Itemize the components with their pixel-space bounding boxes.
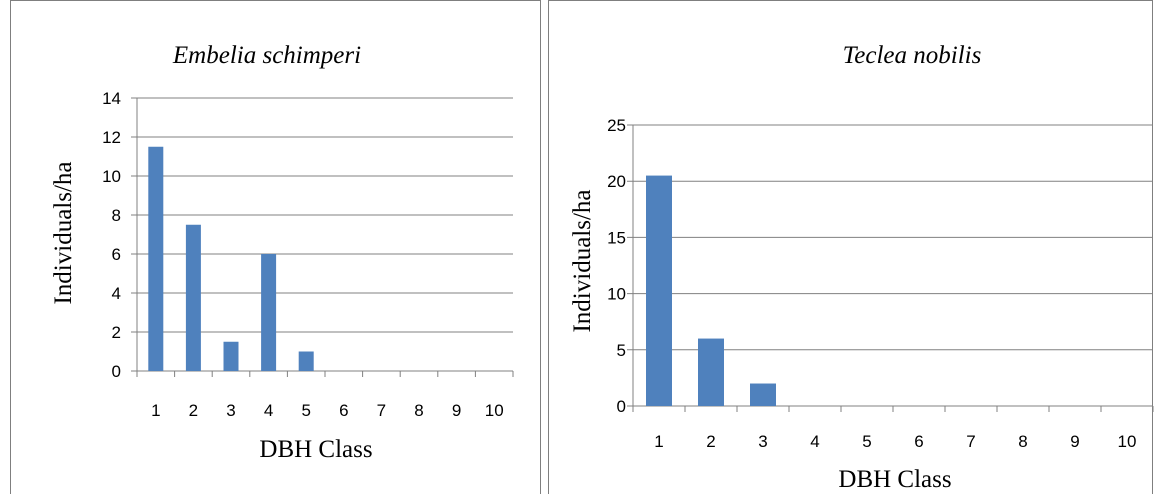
chart-panel-teclea: Teclea nobilis DBH Class Individuals/ha … [548,0,1154,494]
x-tick-label: 3 [226,401,235,420]
chart-title: Teclea nobilis [843,42,982,69]
x-tick-label: 7 [966,432,975,451]
x-tick-label: 6 [914,432,923,451]
chart-teclea-nobilis: Teclea nobilis DBH Class Individuals/ha … [569,42,1154,493]
y-tick-label: 12 [102,128,121,147]
bar [750,383,776,406]
y-tick-label: 0 [112,362,121,381]
y-tick-label: 0 [617,397,626,416]
x-tick-label: 8 [414,401,423,420]
bar [298,351,314,371]
y-tick-label: 6 [112,245,121,264]
y-tick-label: 4 [112,284,121,303]
y-tick-label: 25 [607,116,626,135]
y-tick-label: 10 [607,285,626,304]
y-tick-label: 8 [112,206,121,225]
x-axis-label: DBH Class [259,436,372,463]
x-tick-label: 1 [151,401,160,420]
x-tick-label: 5 [862,432,871,451]
chart-embelia-schimperi: Embelia schimperi DBH Class Individuals/… [50,42,514,463]
x-tick-label: 6 [339,401,348,420]
y-tick-label: 10 [102,167,121,186]
bar [148,146,164,371]
x-tick-label: 2 [706,432,715,451]
bar [261,254,277,371]
x-tick-label: 5 [301,401,310,420]
x-tick-label: 2 [189,401,198,420]
y-axis-label: Individuals/ha [50,161,77,304]
y-tick-label: 14 [102,89,121,108]
x-tick-label: 4 [810,432,819,451]
x-tick-label: 10 [485,401,504,420]
bar [223,341,239,371]
y-tick-label: 5 [617,341,626,360]
x-tick-label: 3 [758,432,767,451]
y-axis-label: Individuals/ha [569,189,596,332]
y-tick-label: 2 [112,323,121,342]
x-tick-label: 4 [264,401,273,420]
x-tick-label: 8 [1018,432,1027,451]
bar [185,224,201,371]
x-axis-label: DBH Class [838,466,951,493]
y-tick-label: 15 [607,228,626,247]
chart-panel-embelia: Embelia schimperi DBH Class Individuals/… [10,0,541,494]
x-tick-label: 7 [377,401,386,420]
chart-title: Embelia schimperi [172,42,361,69]
y-tick-label: 20 [607,172,626,191]
x-tick-label: 10 [1118,432,1137,451]
bar [646,175,672,406]
x-tick-label: 9 [1070,432,1079,451]
x-tick-label: 9 [452,401,461,420]
bar [698,338,724,406]
x-tick-label: 1 [654,432,663,451]
